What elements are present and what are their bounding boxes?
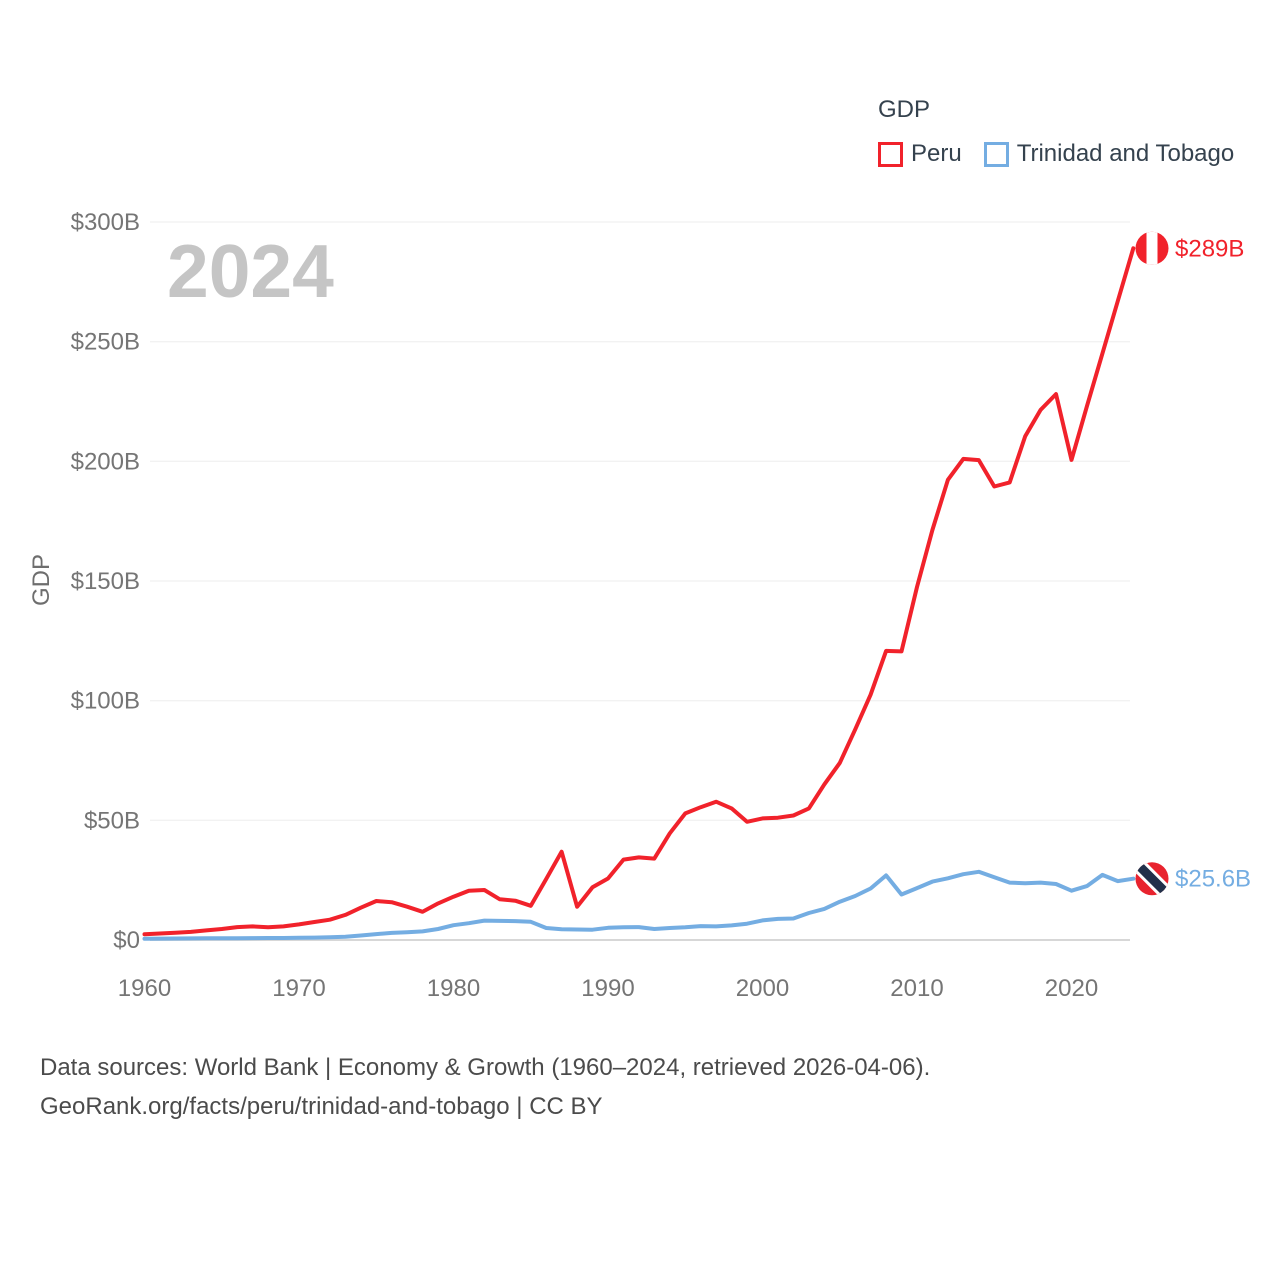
x-tick-label: 2000 <box>736 975 789 1002</box>
x-tick-label: 1990 <box>581 975 634 1002</box>
trinidad-and-tobago-swatch-icon <box>983 141 1009 167</box>
legend-item-label: Peru <box>911 140 962 167</box>
x-tick-label: 2010 <box>890 975 943 1002</box>
trinidad-and-tobago-flag-black-band <box>1135 862 1169 895</box>
x-tick-label: 1980 <box>427 975 480 1002</box>
legend-item-label: Trinidad and Tobago <box>1016 140 1235 167</box>
legend-item-trinidad-and-tobago[interactable]: Trinidad and Tobago <box>983 140 1235 168</box>
trinidad-and-tobago-flag-marker[interactable] <box>1135 862 1169 896</box>
peru-line[interactable] <box>142 246 1136 937</box>
watermark-year: 2024 <box>167 229 334 313</box>
y-tick-label: $250B <box>71 329 140 356</box>
footer: Data sources: World Bank | Economy & Gro… <box>40 1048 930 1126</box>
legend-items: Peru Trinidad and Tobago <box>878 140 1234 168</box>
y-tick-label: $100B <box>71 688 140 715</box>
x-tick-label: 2020 <box>1045 975 1098 1002</box>
footer-attribution-line: GeoRank.org/facts/peru/trinidad-and-toba… <box>40 1093 603 1120</box>
y-tick-label: $50B <box>84 807 140 834</box>
y-tick-label: $150B <box>71 568 140 595</box>
footer-sources-line: Data sources: World Bank | Economy & Gro… <box>40 1054 931 1081</box>
peru-swatch-icon <box>878 141 903 167</box>
peru-flag-marker[interactable] <box>1135 231 1169 265</box>
y-tick-label: $300B <box>71 209 140 236</box>
peru-flag-white-band <box>1146 231 1158 265</box>
gdp-line-chart: $0 $50B $100B $150B $200B $250B $300B 1960 1970 1… <box>71 209 1251 1002</box>
trinidad-and-tobago-line[interactable] <box>142 869 1136 941</box>
trinidad-and-tobago-end-label: $25.6B <box>1175 866 1251 893</box>
peru-end-label: $289B <box>1175 235 1244 262</box>
legend-item-peru[interactable]: Peru <box>878 140 962 168</box>
x-tick-label: 1970 <box>272 975 325 1002</box>
y-tick-label: $0 <box>113 927 140 954</box>
x-tick-label: 1960 <box>118 975 171 1002</box>
legend: GDP Peru Trinidad and Tobago <box>878 96 1234 168</box>
y-tick-label: $200B <box>71 448 140 475</box>
legend-title: GDP <box>878 96 931 123</box>
